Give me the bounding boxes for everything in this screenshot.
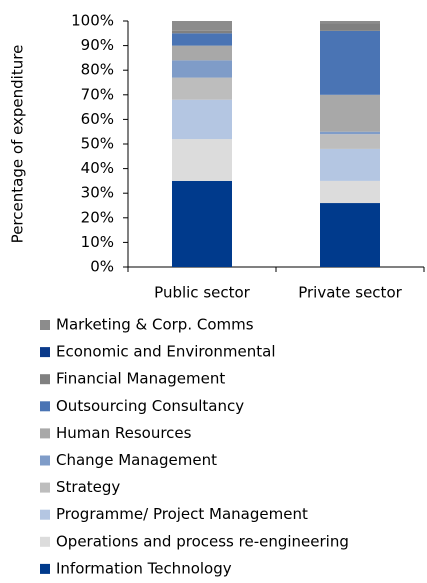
bar-segment bbox=[320, 180, 380, 204]
y-tick-label: 70% bbox=[81, 85, 114, 103]
bar-segment bbox=[172, 45, 232, 61]
legend-swatch bbox=[40, 347, 50, 358]
bar-segment bbox=[172, 99, 232, 140]
y-tick-label: 0% bbox=[90, 258, 114, 276]
legend-swatch bbox=[40, 374, 50, 385]
legend-label: Information Technology bbox=[56, 559, 232, 577]
y-tick-label: 30% bbox=[81, 184, 114, 202]
y-tick-label: 20% bbox=[81, 208, 114, 226]
legend-swatch bbox=[40, 428, 50, 439]
y-tick-label: 40% bbox=[81, 159, 114, 177]
bar-segment bbox=[320, 23, 380, 31]
bar-segment bbox=[320, 30, 380, 95]
legend-swatch bbox=[40, 482, 50, 493]
bar-segment bbox=[172, 30, 232, 34]
legend-label: Strategy bbox=[56, 478, 120, 496]
bar-segment bbox=[320, 203, 380, 267]
y-axis-label: Percentage of expenditure bbox=[9, 45, 27, 244]
bar-segment bbox=[320, 21, 380, 24]
y-tick-label: 90% bbox=[81, 36, 114, 54]
legend-label: Operations and process re-engineering bbox=[56, 532, 349, 550]
bar-segment bbox=[172, 139, 232, 181]
legend-label: Outsourcing Consultancy bbox=[56, 397, 244, 415]
legend-swatch bbox=[40, 401, 50, 412]
x-tick-label: Private sector bbox=[298, 284, 402, 302]
y-tick-label: 10% bbox=[81, 233, 114, 251]
legend-swatch bbox=[40, 320, 50, 330]
bar-segment bbox=[172, 180, 232, 267]
y-tick-label: 80% bbox=[81, 61, 114, 79]
bar-segment bbox=[320, 148, 380, 181]
legend-label: Change Management bbox=[56, 451, 217, 469]
legend-swatch bbox=[40, 536, 50, 547]
legend-swatch bbox=[40, 455, 50, 466]
bar-segment bbox=[172, 21, 232, 31]
y-tick-label: 60% bbox=[81, 110, 114, 128]
legend-swatch bbox=[40, 509, 50, 520]
legend-label: Economic and Environmental bbox=[56, 343, 276, 361]
bar-segment bbox=[320, 94, 380, 132]
y-tick-label: 50% bbox=[81, 135, 114, 153]
bar-segment bbox=[320, 131, 380, 135]
legend-label: Financial Management bbox=[56, 370, 225, 388]
x-tick-label: Public sector bbox=[154, 284, 251, 302]
bar-segment bbox=[172, 33, 232, 46]
legend-label: Marketing & Corp. Comms bbox=[56, 316, 254, 334]
y-tick-label: 100% bbox=[71, 12, 114, 30]
bar-segment bbox=[320, 134, 380, 149]
legend-swatch bbox=[40, 563, 50, 574]
bar-segment bbox=[172, 77, 232, 100]
legend-label: Programme/ Project Management bbox=[56, 505, 308, 523]
legend-label: Human Resources bbox=[56, 424, 192, 442]
bar-segment bbox=[172, 60, 232, 78]
